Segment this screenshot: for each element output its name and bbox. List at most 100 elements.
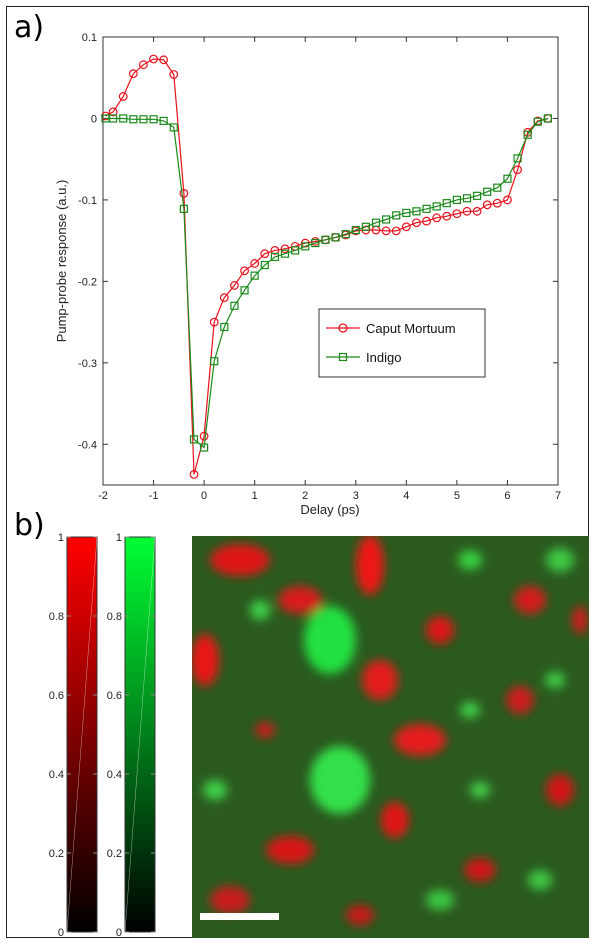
y-tick-label: -0.4 [78,439,97,451]
data-point-indigo [321,235,330,244]
y-axis-label: Pump-probe response (a.u.) [54,180,69,343]
data-point-caput-mortuum [189,470,199,479]
x-tick-label: 5 [454,490,460,502]
data-point-caput-mortuum [169,70,179,79]
data-point-indigo [493,183,502,192]
data-point-indigo [189,435,199,444]
data-point-indigo [533,117,542,126]
panel-a-label: a) [14,10,45,45]
data-point-caput-mortuum [179,188,189,198]
data-point-caput-mortuum [108,107,118,117]
data-point-indigo [371,218,381,227]
pump-probe-chart: -2 -1 0 1 2 3 4 5 6 7 0.1 0 -0.1 -0.2 -0.3 -0.4 Delay (… [54,32,561,517]
data-point-indigo [513,154,522,163]
data-point-caput-mortuum [401,222,411,232]
data-point-indigo [109,114,118,123]
data-point-indigo [442,199,451,208]
data-point-caput-mortuum [442,211,452,221]
data-point-indigo [220,322,229,332]
x-tick-label: 0 [201,490,207,502]
x-tick-label: 1 [252,490,258,502]
data-point-indigo [169,123,178,132]
legend: Caput Mortuum Indigo [318,308,486,378]
legend-label-caput-mortuum: Caput Mortuum [366,321,456,336]
data-point-caput-mortuum [270,246,280,255]
data-point-indigo [422,204,431,213]
data-point-caput-mortuum [128,69,138,79]
data-point-indigo [179,204,188,213]
data-point-indigo [341,230,350,239]
y-tick-label: 0.1 [82,32,97,44]
data-point-caput-mortuum [260,249,270,259]
data-point-caput-mortuum [250,259,260,268]
data-point-indigo [280,249,290,258]
y-tick-label: -0.2 [78,276,97,288]
data-point-indigo [260,260,269,270]
data-point-caput-mortuum [280,244,290,254]
data-point-indigo [462,194,472,203]
data-point-caput-mortuum [381,226,391,236]
data-point-indigo [503,174,512,183]
data-point-caput-mortuum [452,209,462,219]
data-point-caput-mortuum [492,198,502,208]
data-point-caput-mortuum [230,281,239,290]
data-point-indigo [240,286,249,295]
data-point-indigo [412,207,421,216]
data-point-indigo [119,114,128,123]
data-point-indigo [200,443,209,452]
data-point-caput-mortuum [432,213,442,223]
data-point-caput-mortuum [199,431,209,441]
data-point-caput-mortuum [472,206,482,216]
data-point-indigo [351,225,360,235]
data-point-indigo [392,211,401,220]
x-tick-label: 2 [302,490,308,502]
legend-marker-indigo [338,352,348,362]
data-point-indigo [301,242,310,251]
data-point-caput-mortuum [412,218,421,228]
data-point-caput-mortuum [139,60,148,70]
data-point-caput-mortuum [118,92,128,101]
data-point-indigo [230,301,239,310]
data-point-indigo [291,246,300,255]
data-point-indigo [543,114,552,123]
y-tick-label: -0.3 [78,358,97,370]
legend-marker-caput-mortuum [338,323,348,333]
x-tick-label: -2 [98,490,108,502]
data-point-caput-mortuum [513,165,522,175]
data-point-caput-mortuum [422,216,431,226]
data-point-indigo [139,115,148,124]
data-point-caput-mortuum [503,195,512,205]
data-point-indigo [311,238,320,248]
data-point-indigo [361,222,370,231]
data-point-indigo [270,252,279,262]
data-point-indigo [382,215,391,224]
plot-area [102,36,559,486]
x-tick-label: 3 [353,490,359,502]
x-tick-label: 7 [555,490,561,502]
data-point-indigo [210,357,219,366]
data-point-indigo [402,208,411,218]
x-tick-label: 4 [403,490,409,502]
data-point-indigo [250,271,259,280]
data-point-indigo [331,233,340,242]
y-tick-label: 0 [91,113,97,125]
legend-label-indigo: Indigo [366,350,401,365]
data-point-caput-mortuum [159,55,169,65]
data-point-caput-mortuum [240,266,249,276]
x-axis-label: Delay (ps) [300,502,359,517]
data-point-caput-mortuum [149,54,158,64]
data-point-caput-mortuum [391,226,401,236]
data-point-indigo [432,202,441,211]
data-point-indigo [452,195,461,205]
data-point-caput-mortuum [209,317,219,327]
data-point-caput-mortuum [482,200,492,210]
data-point-indigo [473,191,482,200]
data-point-caput-mortuum [219,293,229,303]
legend-box [318,308,486,378]
y-tick-label: -0.1 [78,195,97,207]
data-point-caput-mortuum [462,206,472,216]
data-point-indigo [129,115,138,124]
data-point-indigo [483,187,492,196]
data-point-indigo [149,115,158,124]
x-tick-label: -1 [149,490,159,502]
